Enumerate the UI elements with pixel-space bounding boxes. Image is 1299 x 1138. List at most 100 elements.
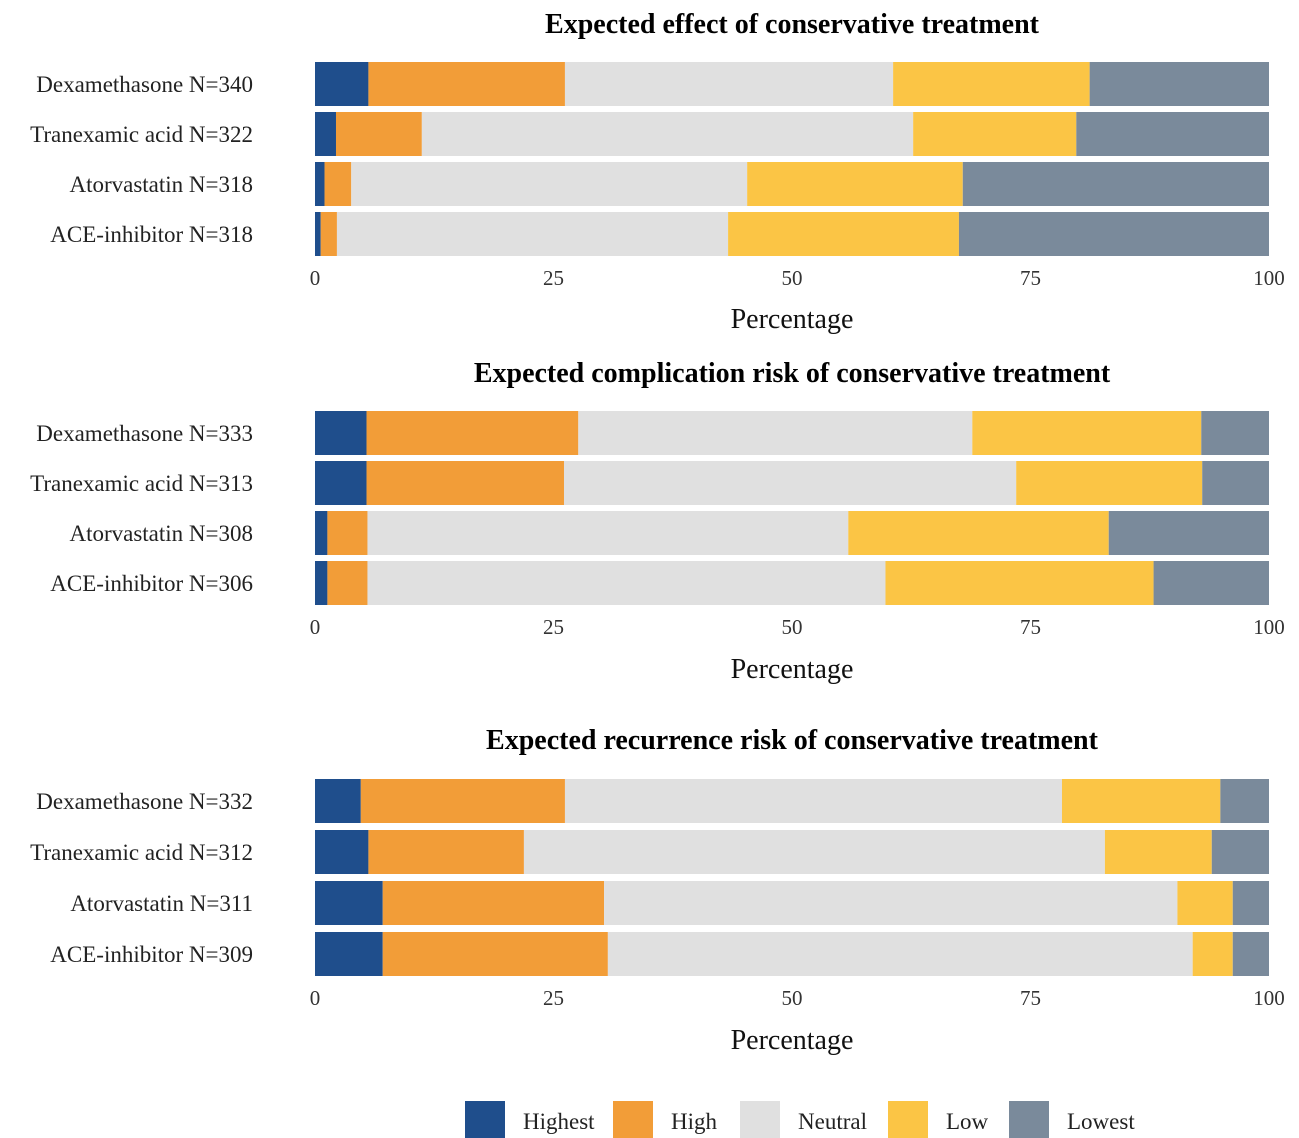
- bar-segment-high: [327, 561, 368, 605]
- chart-panels: Expected effect of conservative treatmen…: [30, 9, 1285, 1056]
- bar-segment-highest: [315, 62, 369, 106]
- bar-segment-lowest: [958, 212, 1269, 256]
- panel-title: Expected complication risk of conservati…: [474, 358, 1111, 389]
- chart-panel-3: Expected recurrence risk of conservative…: [30, 725, 1285, 1056]
- bar-segment-highest: [315, 561, 328, 605]
- bar-segment-neutral: [421, 112, 914, 156]
- bar-segment-low: [1061, 779, 1221, 823]
- bar-segment-low: [1016, 461, 1203, 505]
- category-label: Dexamethasone N=332: [36, 789, 253, 814]
- x-tick-label: 100: [1253, 986, 1285, 1010]
- legend-label-lowest: Lowest: [1067, 1109, 1135, 1134]
- bar-segment-lowest: [1202, 461, 1269, 505]
- x-tick-label: 0: [310, 986, 321, 1010]
- x-tick-label: 0: [310, 266, 321, 290]
- bar-segment-high: [368, 830, 524, 874]
- x-tick-label: 25: [543, 986, 564, 1010]
- bar-segment-lowest: [1076, 112, 1269, 156]
- x-axis-title: Percentage: [731, 654, 854, 685]
- bar-segment-high: [366, 461, 564, 505]
- bar-segment-neutral: [564, 779, 1062, 823]
- bar-segment-neutral: [578, 411, 973, 455]
- x-tick-label: 75: [1020, 986, 1041, 1010]
- bar-segment-highest: [315, 830, 369, 874]
- category-label: Tranexamic acid N=322: [30, 122, 253, 147]
- bar-segment-high: [382, 881, 605, 925]
- bar-segment-highest: [315, 461, 367, 505]
- category-label: Dexamethasone N=333: [36, 421, 253, 446]
- bar-segment-lowest: [1153, 561, 1269, 605]
- panel-title: Expected effect of conservative treatmen…: [545, 9, 1040, 40]
- legend-swatch-low: [888, 1101, 928, 1138]
- bar-segment-highest: [315, 932, 383, 976]
- x-tick-label: 0: [310, 615, 321, 639]
- bar-segment-low: [893, 62, 1090, 106]
- bar-segment-neutral: [564, 62, 894, 106]
- category-label: ACE-inhibitor N=306: [50, 571, 253, 596]
- bar-segment-low: [913, 112, 1077, 156]
- category-label: ACE-inhibitor N=309: [50, 942, 253, 967]
- bar-segment-lowest: [1232, 932, 1269, 976]
- bar-segment-high: [366, 411, 579, 455]
- panel-title: Expected recurrence risk of conservative…: [486, 725, 1099, 756]
- bar-segment-highest: [315, 162, 325, 206]
- bar-segment-low: [728, 212, 959, 256]
- legend-label-low: Low: [946, 1109, 989, 1134]
- bar-segment-low: [1177, 881, 1233, 925]
- bar-segment-neutral: [563, 461, 1017, 505]
- bar-segment-highest: [315, 112, 336, 156]
- category-label: Dexamethasone N=340: [36, 72, 253, 97]
- bar-segment-neutral: [523, 830, 1105, 874]
- bar-segment-high: [382, 932, 608, 976]
- bar-segment-high: [360, 779, 565, 823]
- category-label: Tranexamic acid N=312: [30, 840, 253, 865]
- bar-segment-highest: [315, 411, 367, 455]
- bar-segment-lowest: [1232, 881, 1269, 925]
- bar-segment-neutral: [367, 561, 886, 605]
- x-axis-title: Percentage: [731, 1025, 854, 1056]
- legend-swatch-lowest: [1009, 1101, 1049, 1138]
- legend-label-high: High: [671, 1109, 718, 1134]
- bar-segment-lowest: [1211, 830, 1269, 874]
- x-tick-label: 100: [1253, 615, 1285, 639]
- bar-segment-high: [324, 162, 352, 206]
- bar-segment-lowest: [1108, 511, 1269, 555]
- bar-segment-lowest: [1201, 411, 1269, 455]
- bar-segment-lowest: [962, 162, 1269, 206]
- bar-segment-high: [327, 511, 368, 555]
- category-label: Tranexamic acid N=313: [30, 471, 253, 496]
- x-tick-label: 25: [543, 615, 564, 639]
- x-tick-label: 50: [782, 615, 803, 639]
- x-tick-label: 75: [1020, 266, 1041, 290]
- bar-segment-lowest: [1220, 779, 1269, 823]
- bar-segment-low: [1192, 932, 1233, 976]
- bar-segment-low: [747, 162, 963, 206]
- x-tick-label: 25: [543, 266, 564, 290]
- bar-segment-low: [1104, 830, 1212, 874]
- x-tick-label: 100: [1253, 266, 1285, 290]
- bar-segment-highest: [315, 511, 328, 555]
- bar-segment-high: [320, 212, 337, 256]
- bar-segment-neutral: [604, 881, 1178, 925]
- category-label: Atorvastatin N=318: [69, 172, 253, 197]
- bar-segment-highest: [315, 779, 361, 823]
- chart-legend: Highest High Neutral Low Lowest: [465, 1101, 1135, 1138]
- x-tick-label: 50: [782, 986, 803, 1010]
- bar-segment-lowest: [1089, 62, 1269, 106]
- bar-segment-neutral: [367, 511, 849, 555]
- bar-segment-low: [848, 511, 1109, 555]
- x-tick-label: 75: [1020, 615, 1041, 639]
- bar-segment-highest: [315, 881, 383, 925]
- legend-label-highest: Highest: [523, 1109, 595, 1134]
- bar-segment-low: [972, 411, 1202, 455]
- bar-segment-high: [335, 112, 422, 156]
- chart-panel-1: Expected effect of conservative treatmen…: [30, 9, 1285, 335]
- bar-segment-neutral: [607, 932, 1193, 976]
- bar-segment-highest: [315, 212, 321, 256]
- category-label: Atorvastatin N=308: [69, 521, 253, 546]
- legend-label-neutral: Neutral: [798, 1109, 867, 1134]
- legend-swatch-neutral: [740, 1101, 780, 1138]
- category-label: ACE-inhibitor N=318: [50, 222, 253, 247]
- legend-swatch-high: [613, 1101, 653, 1138]
